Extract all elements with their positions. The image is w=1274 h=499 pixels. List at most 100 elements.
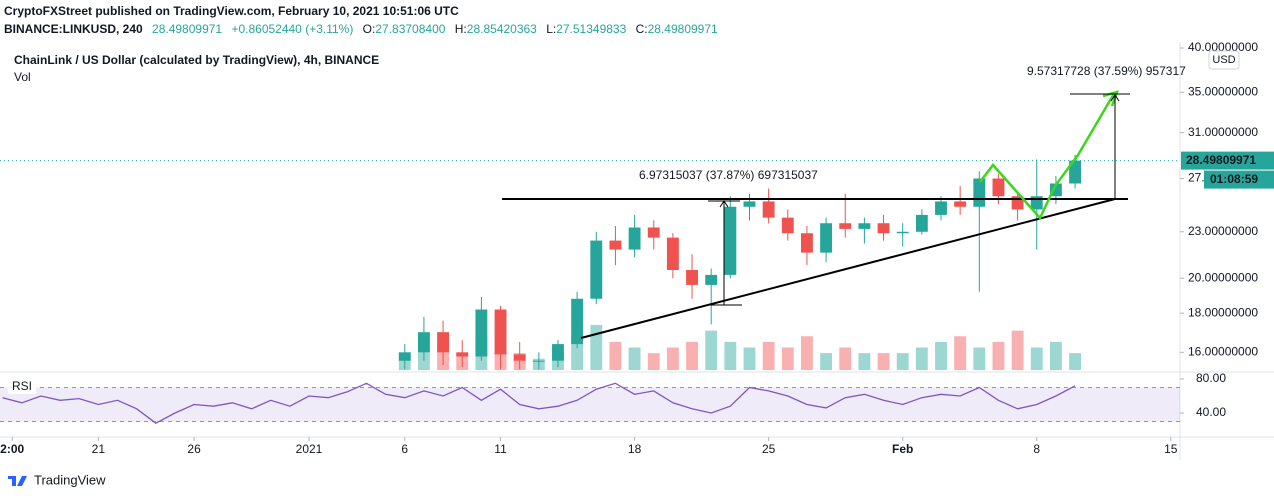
volume-bar xyxy=(973,347,986,370)
candle-body xyxy=(532,360,545,362)
candle-body xyxy=(705,274,718,285)
volume-label: Vol xyxy=(14,70,31,84)
volume-bar xyxy=(877,353,890,370)
y-tick-label: 18.00000000 xyxy=(1188,305,1258,319)
candle-body xyxy=(647,227,660,238)
candle-body xyxy=(398,352,411,361)
projection-path xyxy=(979,91,1117,221)
volume-bar xyxy=(839,347,852,370)
volume-bar xyxy=(705,330,718,370)
symbol: BINANCE:LINKUSD, 240 xyxy=(4,22,143,36)
volume-bar xyxy=(724,341,737,370)
volume-bar xyxy=(571,336,584,370)
ohlc-label: H: xyxy=(455,22,467,36)
countdown: 01:08:59 xyxy=(1210,172,1258,186)
volume-bar xyxy=(686,341,698,370)
candle-body xyxy=(686,270,698,285)
rsi-tick-label: 40.00 xyxy=(1196,405,1226,419)
x-tick-label: 6 xyxy=(401,442,408,456)
x-tick-label: 11 xyxy=(494,442,507,456)
candle-body xyxy=(839,223,852,229)
candle-body xyxy=(456,352,469,357)
x-tick-label: 25 xyxy=(762,442,776,456)
volume-bar xyxy=(1069,353,1081,370)
volume-bar xyxy=(590,325,603,370)
candle-body xyxy=(935,201,947,215)
y-tick-label: 16.00000000 xyxy=(1188,344,1258,358)
ohlc-value: 27.83708400 xyxy=(375,22,445,36)
candle-body xyxy=(801,233,813,253)
candle-body xyxy=(494,309,507,355)
rsi-line xyxy=(2,382,1076,424)
volume-bar xyxy=(762,341,775,370)
candle-body xyxy=(896,231,909,234)
footer-logo xyxy=(8,476,27,486)
x-tick-label: 2:00 xyxy=(0,442,24,456)
volume-bar xyxy=(820,353,833,370)
volume-bar xyxy=(1011,330,1024,370)
y-tick-label: 40.00000000 xyxy=(1188,40,1258,54)
volume-bar xyxy=(915,347,928,370)
volume-bar xyxy=(935,341,947,370)
candle-body xyxy=(590,240,603,299)
volume-bar xyxy=(609,341,622,370)
footer-brand: TradingView xyxy=(34,472,106,487)
volume-bar xyxy=(647,353,660,370)
candle-body xyxy=(724,206,737,275)
candle-body xyxy=(781,217,794,234)
panes xyxy=(0,42,1274,460)
x-tick-label: 15 xyxy=(1164,442,1178,456)
y-tick-label: 35.00000000 xyxy=(1188,85,1258,99)
countdown-tag xyxy=(1204,170,1274,189)
volume-bar xyxy=(1030,347,1043,370)
candle-body xyxy=(954,201,967,207)
symbol-line: BINANCE:LINKUSD, 240 28.49809971 +0.8605… xyxy=(4,22,718,36)
rsi-label-bg xyxy=(8,379,36,394)
x-tick-label: 2021 xyxy=(296,442,323,456)
candle-body xyxy=(973,178,986,207)
change: +0.86052440 (+3.11%) xyxy=(231,22,353,36)
drawings xyxy=(502,90,1130,339)
candle-body xyxy=(513,354,526,361)
y-tick-label: 20.00000000 xyxy=(1188,270,1258,284)
y-tick-label: 23.00000000 xyxy=(1188,224,1258,238)
price-tag-label: 28.49809971 xyxy=(1186,153,1256,167)
currency: USD xyxy=(1212,54,1235,66)
volume-bar xyxy=(666,347,679,370)
projection-arrow xyxy=(1102,90,1119,107)
rsi-tick-label: 80.00 xyxy=(1196,371,1226,385)
volume-bar xyxy=(1049,341,1062,370)
candle-body xyxy=(877,223,890,234)
ohlc-value: 28.85420363 xyxy=(467,22,537,36)
plot-layer: 40.0000000035.0000000031.0000000027.0000… xyxy=(0,40,1274,456)
price-tag xyxy=(1181,151,1274,170)
candle-body xyxy=(858,223,871,229)
ohlc-label: L: xyxy=(546,22,556,36)
candle-body xyxy=(552,344,564,361)
x-tick-label: 18 xyxy=(628,442,642,456)
trend-line xyxy=(580,198,1116,339)
candle-body xyxy=(992,178,1005,197)
volume-bar xyxy=(628,347,641,370)
candle-body xyxy=(1030,196,1043,210)
candle-body xyxy=(915,214,928,232)
candle-body xyxy=(820,223,833,253)
measure-label: 6.97315037 (37.87%) 697315037 xyxy=(639,168,818,182)
x-tick-label: 21 xyxy=(92,442,106,456)
candle-body xyxy=(475,309,488,357)
x-tick-label: Feb xyxy=(892,442,913,456)
chart-title: ChainLink / US Dollar (calculated by Tra… xyxy=(14,53,379,67)
volume-bar xyxy=(781,347,794,370)
candle-body xyxy=(762,201,775,218)
candle-body xyxy=(628,227,641,250)
x-tick-label: 26 xyxy=(187,442,201,456)
candle-body xyxy=(571,298,584,345)
volume-bar xyxy=(896,353,909,370)
candle-body xyxy=(417,332,430,353)
volume-bar xyxy=(954,336,967,370)
logo-icon xyxy=(8,476,27,486)
volume-bar xyxy=(992,341,1005,370)
currency-badge xyxy=(1208,50,1240,70)
